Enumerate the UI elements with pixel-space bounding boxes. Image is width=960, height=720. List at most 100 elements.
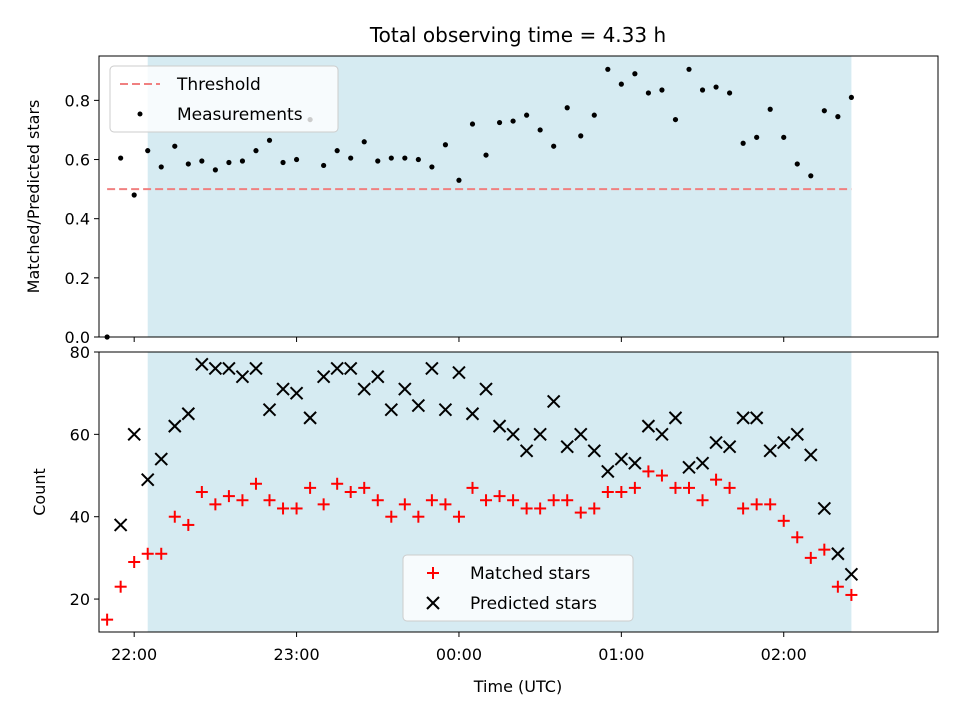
matched-point-37 <box>601 486 614 498</box>
matched-point-28 <box>480 494 493 507</box>
matched-point-14 <box>290 502 303 515</box>
matched-point-38 <box>615 486 628 498</box>
bottom-y-tick-label-0: 20 <box>70 590 90 609</box>
predicted-point-15 <box>316 369 331 384</box>
bottom-y-tick-label-3: 80 <box>70 343 90 362</box>
x-tick-label-2: 00:00 <box>436 645 482 664</box>
matched-point-25 <box>439 498 452 511</box>
matched-point-53 <box>818 543 831 556</box>
top-axes-frame <box>98 55 939 338</box>
top-y-tick-label-4: 0.8 <box>65 91 90 110</box>
bottom-y-tick-label-1: 40 <box>70 508 90 527</box>
predicted-point-30 <box>519 444 534 458</box>
predicted-point-50 <box>790 427 804 442</box>
measurement-point-25 <box>442 142 449 148</box>
predicted-point-44 <box>709 435 723 450</box>
x-tick-label-3: 01:00 <box>598 645 644 664</box>
measurement-point-28 <box>483 152 489 158</box>
measurement-point-3 <box>145 148 151 154</box>
predicted-point-36 <box>601 464 615 479</box>
chart-title: Total observing time = 4.33 h <box>369 23 666 47</box>
predicted-point-47 <box>749 411 764 425</box>
predicted-point-38 <box>628 456 642 470</box>
matched-point-2 <box>128 556 141 568</box>
matched-point-11 <box>249 477 262 490</box>
measurement-point-34 <box>564 105 570 111</box>
measurement-point-14 <box>293 156 300 163</box>
measurement-point-7 <box>199 158 205 164</box>
measurement-point-43 <box>686 66 692 72</box>
top-y-ticks: 0.0 0.2 0.4 0.6 0.8 <box>65 91 99 347</box>
bottom-y-ticks: 20 40 60 80 <box>70 343 99 609</box>
measurement-point-53 <box>821 108 827 114</box>
measurement-point-12 <box>266 137 273 143</box>
matched-point-4 <box>155 547 168 560</box>
matched-point-5 <box>168 510 181 523</box>
measurement-point-35 <box>578 133 584 139</box>
measurement-point-40 <box>645 90 652 96</box>
top-y-tick-label-3: 0.6 <box>65 151 90 170</box>
matched-point-55 <box>845 588 858 601</box>
predicted-point-13 <box>289 386 304 400</box>
measurement-point-55 <box>848 94 854 101</box>
x-tick-label-0: 22:00 <box>111 645 157 664</box>
measurement-point-2 <box>131 192 137 198</box>
measurement-point-27 <box>469 121 476 127</box>
legend-matched-label: Matched stars <box>470 564 590 584</box>
matched-point-3 <box>141 547 154 560</box>
measurement-point-37 <box>605 66 611 72</box>
predicted-point-18 <box>357 382 371 396</box>
matched-point-9 <box>222 490 235 503</box>
predicted-point-9 <box>235 369 250 384</box>
predicted-point-23 <box>425 361 439 376</box>
measurement-point-24 <box>429 164 435 170</box>
predicted-point-45 <box>722 439 737 454</box>
measurement-point-5 <box>172 143 178 149</box>
predicted-point-12 <box>276 382 290 396</box>
predicted-point-19 <box>371 369 385 384</box>
matched-point-29 <box>493 490 506 503</box>
predicted-point-28 <box>492 419 507 433</box>
predicted-point-37 <box>614 452 629 466</box>
measurement-point-17 <box>334 148 340 154</box>
predicted-point-14 <box>303 411 317 425</box>
matched-point-32 <box>534 502 547 515</box>
matched-point-26 <box>452 510 465 523</box>
x-axis-label: Time (UTC) <box>473 677 562 696</box>
top-y-tick-label-1: 0.2 <box>65 269 90 288</box>
matched-point-34 <box>561 494 574 507</box>
matched-point-48 <box>750 498 763 511</box>
matched-point-22 <box>398 498 411 511</box>
legend-matched-swatch <box>427 567 439 579</box>
predicted-point-26 <box>465 407 480 421</box>
measurement-point-46 <box>727 90 733 96</box>
matched-point-44 <box>696 494 709 507</box>
measurement-point-26 <box>456 177 462 183</box>
predicted-point-17 <box>343 361 358 376</box>
matched-point-27 <box>466 481 479 494</box>
x-tick-label-4: 02:00 <box>761 645 807 664</box>
measurement-point-44 <box>699 87 706 93</box>
predicted-point-3 <box>154 452 168 466</box>
matched-point-6 <box>182 518 195 531</box>
matched-point-17 <box>331 477 344 490</box>
measurement-point-30 <box>510 118 516 124</box>
matched-point-35 <box>574 506 587 519</box>
measurement-point-13 <box>280 159 286 166</box>
measurement-point-23 <box>415 156 421 163</box>
predicted-point-27 <box>479 382 493 396</box>
measurement-point-29 <box>496 119 503 126</box>
matched-point-45 <box>710 473 723 486</box>
predicted-point-51 <box>804 448 818 462</box>
predicted-point-52 <box>817 501 832 516</box>
predicted-point-25 <box>452 365 466 380</box>
matched-point-54 <box>831 580 844 593</box>
predicted-point-53 <box>831 547 845 561</box>
predicted-point-35 <box>587 444 601 458</box>
predicted-point-49 <box>777 435 791 450</box>
bottom-panel: 20 40 60 80 22:00 23:00 00:00 01:00 02:00 Count… <box>30 343 939 696</box>
top-y-axis-label: Matched/Predicted stars <box>24 100 43 294</box>
predicted-point-6 <box>195 357 209 372</box>
matched-point-52 <box>804 551 817 564</box>
matched-point-36 <box>588 502 601 515</box>
